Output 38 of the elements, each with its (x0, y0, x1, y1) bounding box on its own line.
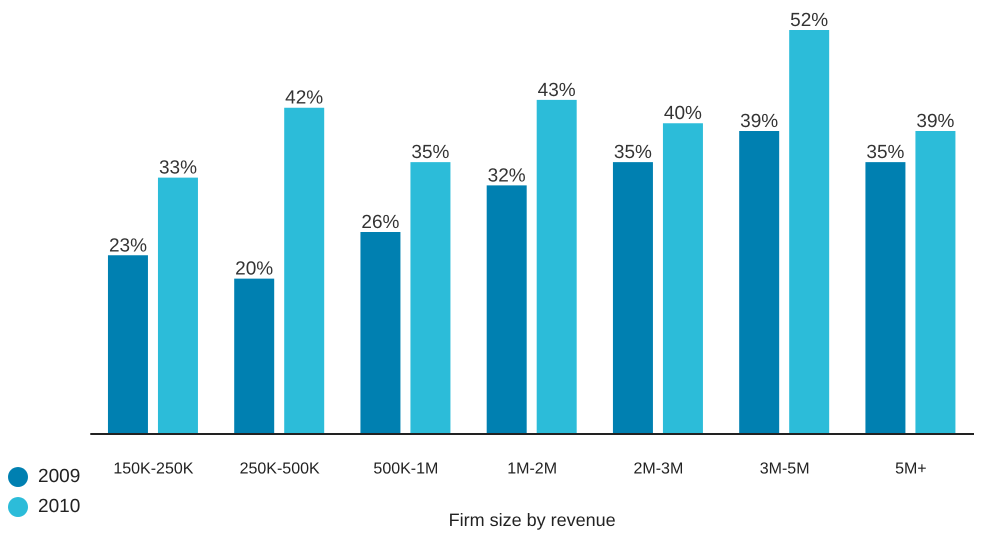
legend-label: 2010 (38, 496, 80, 517)
x-tick-label: 1M-2M (507, 460, 558, 478)
x-tick-label: 150K-250K (113, 460, 194, 478)
data-label: 32% (488, 165, 526, 186)
bar (360, 232, 400, 434)
bar (234, 278, 274, 434)
legend-label: 2009 (38, 466, 80, 487)
data-label: 35% (614, 142, 652, 164)
data-label: 23% (108, 235, 148, 256)
data-label: 35% (866, 142, 905, 164)
bar (284, 108, 324, 434)
bar (865, 162, 906, 434)
data-label: 39% (740, 111, 778, 132)
bar (108, 255, 148, 434)
bar (410, 162, 450, 434)
bar (789, 30, 830, 434)
x-axis-title: Firm size by revenue (448, 510, 616, 530)
x-tick-label: 2M-3M (633, 460, 684, 478)
bar (739, 131, 780, 434)
bar (486, 185, 527, 434)
data-label: 35% (411, 142, 450, 164)
bar (662, 123, 703, 434)
x-tick-label: 3M-5M (760, 460, 810, 478)
data-label: 52% (790, 10, 828, 31)
data-label: 33% (158, 158, 198, 179)
data-label: 43% (538, 80, 576, 101)
x-tick-label: 500K-1M (373, 460, 438, 478)
bar (915, 131, 956, 434)
data-label: 40% (664, 103, 702, 124)
data-label: 42% (285, 88, 324, 109)
bar (158, 178, 198, 434)
data-label: 26% (361, 212, 400, 233)
x-tick-label: 250K-500K (240, 460, 320, 478)
bar (536, 100, 577, 434)
data-label: 39% (916, 111, 955, 132)
x-tick-label: 5M+ (895, 460, 927, 478)
data-label: 20% (235, 258, 274, 280)
bar (612, 162, 653, 434)
